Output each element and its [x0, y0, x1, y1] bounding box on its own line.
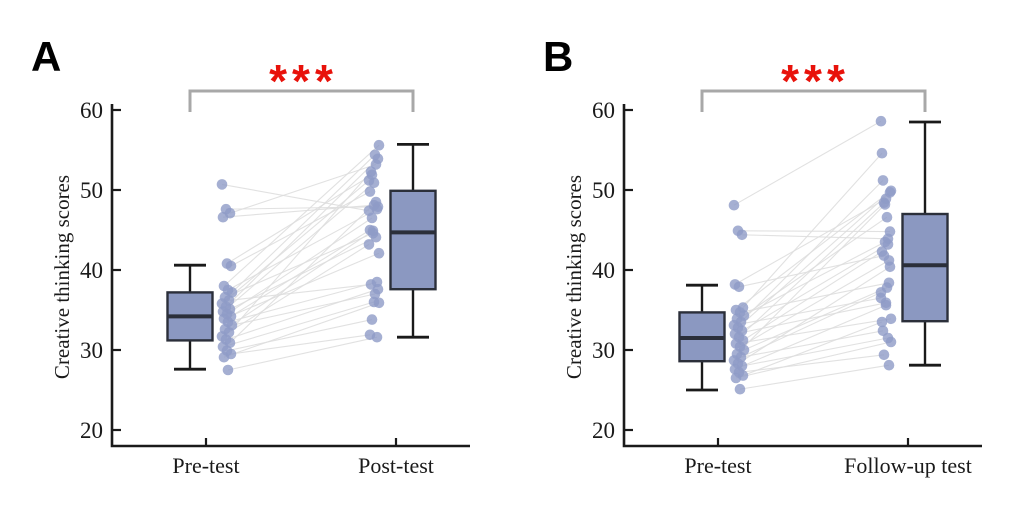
svg-text:Creative thinking scores: Creative thinking scores	[50, 175, 74, 379]
svg-text:40: 40	[592, 258, 615, 283]
panel-b-letter: B	[543, 33, 574, 80]
svg-text:20: 20	[80, 418, 103, 443]
svg-text:Creative thinking scores: Creative thinking scores	[562, 175, 586, 379]
boxplot-pre-post-chart: 20 30 40 50 60 Pre-test Post-test Creative thin…	[50, 55, 470, 478]
panel-b: B 20 30 40 50 60 Pre-test Follow-up test Creati…	[512, 0, 1024, 516]
svg-text:50: 50	[80, 178, 103, 203]
svg-text:***: ***	[781, 55, 850, 107]
svg-text:20: 20	[592, 418, 615, 443]
svg-text:50: 50	[592, 178, 615, 203]
svg-text:30: 30	[592, 338, 615, 363]
svg-text:40: 40	[80, 258, 103, 283]
svg-text:60: 60	[592, 98, 615, 123]
boxplot-pre-followup-chart: 20 30 40 50 60 Pre-test Follow-up test Creative…	[562, 55, 982, 478]
svg-text:***: ***	[269, 55, 338, 107]
svg-text:Pre-test: Pre-test	[684, 453, 751, 478]
svg-text:Follow-up test: Follow-up test	[844, 453, 972, 478]
svg-text:30: 30	[80, 338, 103, 363]
panel-a: A 20 30 40 50 60 Pre-test Post-test Creative th…	[31, 33, 470, 478]
panel-a-letter: A	[31, 33, 62, 80]
svg-text:Pre-test: Pre-test	[172, 453, 239, 478]
svg-text:60: 60	[80, 98, 103, 123]
svg-text:Post-test: Post-test	[358, 453, 434, 478]
